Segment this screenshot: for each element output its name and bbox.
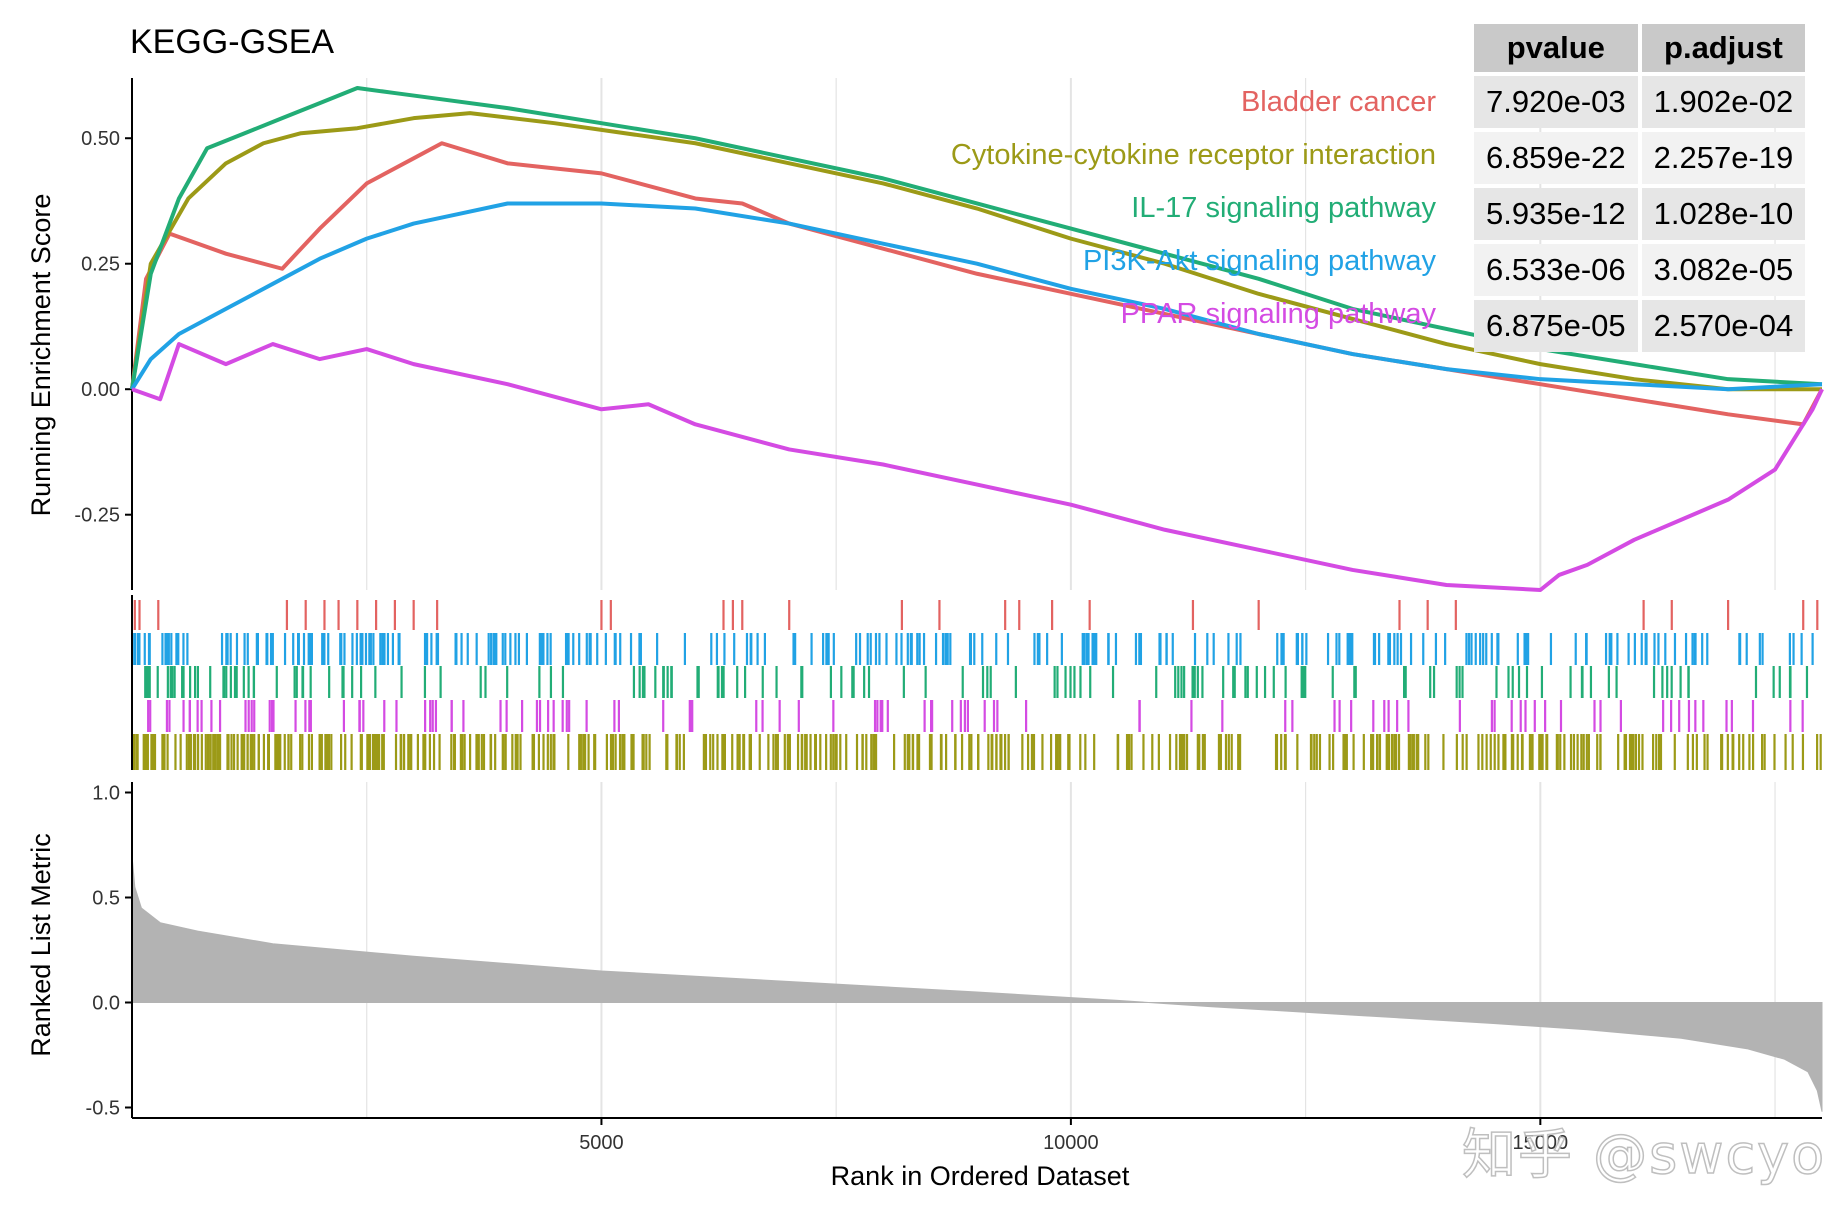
y-tick-label: 1.0	[92, 783, 120, 805]
stats-row: 6.875e-05 2.570e-04	[1474, 300, 1806, 352]
series-line-pi3k-akt-signaling-pathway	[130, 201, 1823, 392]
padjust-cell: 1.902e-02	[1641, 76, 1806, 128]
padjust-cell: 3.082e-05	[1641, 244, 1806, 296]
ranked-metric-area	[131, 855, 1823, 1112]
series-line-ppar-signaling-pathway	[131, 342, 1824, 592]
padjust-cell: 2.570e-04	[1641, 300, 1806, 352]
legend-entry: PI3K-Akt signaling pathway	[1083, 245, 1437, 277]
legend-entry: Bladder cancer	[1241, 86, 1436, 118]
watermark: 知乎 @swcyo	[1461, 1122, 1827, 1187]
y-tick-label: -0.25	[74, 505, 120, 527]
x-tick-label: 5000	[579, 1132, 624, 1154]
series-line-il-17-signaling-pathway	[130, 86, 1823, 390]
running-score-panel: -0.25 0.00 0.25 0.50	[74, 78, 1824, 592]
hit-barcode-panel	[131, 595, 1822, 770]
stats-row: 7.920e-03 1.902e-02	[1474, 76, 1806, 128]
x-axis-label: Rank in Ordered Dataset	[831, 1161, 1130, 1191]
y-tick-label: 0.0	[92, 993, 120, 1015]
pvalue-cell: 7.920e-03	[1474, 76, 1638, 128]
x-tick-label: 15000	[1513, 1132, 1569, 1154]
stats-row: 5.935e-12 1.028e-10	[1474, 188, 1806, 240]
padjust-cell: 1.028e-10	[1641, 188, 1806, 240]
stats-row: 6.859e-22 2.257e-19	[1474, 132, 1806, 184]
pvalue-cell: 6.533e-06	[1474, 244, 1638, 296]
y-tick-label: 0.5	[92, 888, 120, 910]
y-axis-label-running: Running Enrichment Score	[26, 194, 56, 517]
header-padjust: p.adjust	[1641, 24, 1806, 72]
pvalue-cell: 6.859e-22	[1474, 132, 1638, 184]
pvalue-cell: 6.875e-05	[1474, 300, 1638, 352]
stats-table: pvalue p.adjust 7.920e-03 1.902e-02 6.859e…	[1470, 20, 1809, 356]
legend-entry: IL-17 signaling pathway	[1131, 192, 1436, 224]
legend-entry: Cytokine-cytokine receptor interaction	[951, 139, 1436, 171]
header-pvalue: pvalue	[1474, 24, 1638, 72]
y-axis-label-ranked: Ranked List Metric	[26, 833, 56, 1057]
chart-title: KEGG-GSEA	[130, 23, 334, 61]
legend: Bladder cancer Cytokine-cytokine receptor…	[951, 86, 1437, 330]
legend-entry: PPAR signaling pathway	[1121, 298, 1437, 330]
y-tick-label: 0.25	[81, 254, 120, 276]
padjust-cell: 2.257e-19	[1641, 132, 1806, 184]
ranked-metric-panel: -0.5 0.0 0.5 1.0 5000 10000 15000	[86, 782, 1823, 1154]
y-tick-label: 0.50	[81, 128, 120, 150]
pvalue-cell: 5.935e-12	[1474, 188, 1638, 240]
stats-row: 6.533e-06 3.082e-05	[1474, 244, 1806, 296]
y-tick-label: -0.5	[86, 1098, 120, 1120]
y-tick-label: 0.00	[81, 379, 120, 401]
x-tick-label: 10000	[1043, 1132, 1099, 1154]
series-line-bladder-cancer	[130, 141, 1824, 427]
